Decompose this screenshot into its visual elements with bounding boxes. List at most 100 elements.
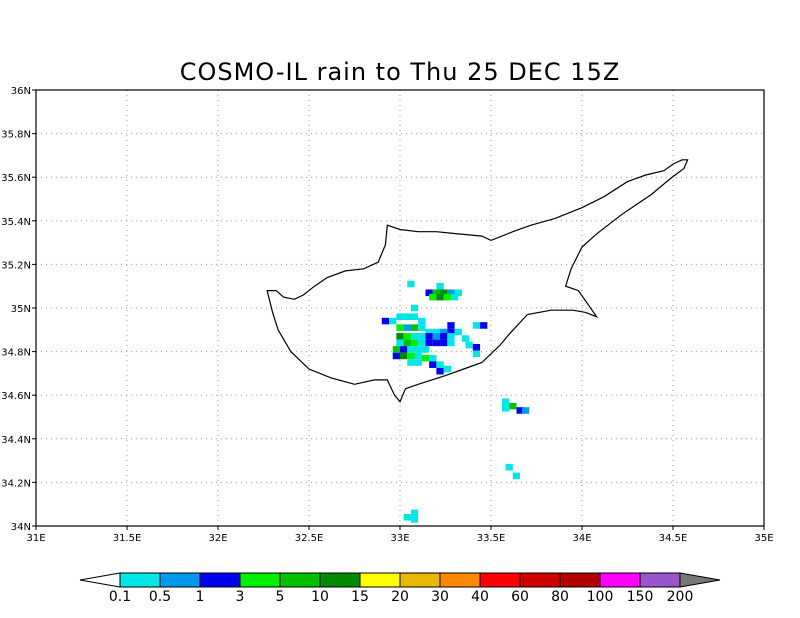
rain-cell	[421, 354, 430, 362]
colorbar-label: 10	[311, 589, 329, 605]
lat-tick-label: 34.6N	[1, 391, 31, 402]
rain-cell	[396, 324, 404, 331]
rain-cell	[454, 328, 462, 336]
colorbar-label: 5	[276, 589, 285, 605]
rain-cell	[429, 354, 437, 362]
rain-cell	[472, 350, 481, 358]
rain-cell	[410, 339, 419, 347]
colorbar-swatch	[199, 572, 241, 588]
colorbar-swatch	[599, 572, 641, 588]
rain-cell	[512, 472, 521, 480]
lat-tick-label: 35.2N	[1, 260, 31, 271]
rain-cell	[472, 343, 481, 351]
rain-cell	[509, 402, 517, 410]
lon-tick-label: 34E	[572, 533, 591, 544]
colorbar-label: 20	[391, 589, 409, 605]
rain-cell	[414, 346, 422, 353]
colorbar-swatch	[319, 572, 361, 588]
rain-cell	[516, 407, 524, 414]
rain-cell	[436, 367, 444, 375]
rain-cell	[414, 352, 422, 360]
rain-cell	[440, 289, 448, 297]
rain-cell	[447, 322, 455, 329]
colorbar-label: 60	[511, 589, 529, 605]
rain-cell	[461, 335, 470, 342]
rain-cell	[436, 293, 444, 301]
rain-cell	[381, 317, 390, 325]
lat-tick-label: 34.2N	[1, 478, 31, 489]
lat-tick-label: 35.8N	[1, 130, 31, 141]
rain-cell	[407, 352, 415, 360]
rain-cell	[418, 324, 426, 331]
rain-cell	[421, 346, 430, 353]
rain-cell	[410, 509, 419, 517]
rain-cell	[396, 313, 404, 320]
colorbar-swatch	[519, 572, 561, 588]
rain-cell	[429, 293, 437, 301]
rain-cell	[432, 289, 441, 297]
colorbar-swatch	[119, 572, 161, 588]
rain-cell	[403, 514, 411, 521]
colorbar-label: 15	[351, 589, 369, 605]
lon-tick-label: 33E	[390, 533, 409, 544]
rain-cell	[410, 324, 419, 331]
rain-cell	[403, 324, 411, 331]
rain-cell	[436, 282, 444, 290]
rain-cell	[418, 339, 426, 347]
rain-cell	[410, 516, 419, 523]
lat-tick-label: 35.6N	[1, 173, 31, 184]
lon-tick-label: 33.5E	[477, 533, 506, 544]
rain-cell	[410, 333, 419, 340]
colorbar-label: 200	[667, 589, 694, 605]
colorbar-swatch	[239, 572, 281, 588]
latitude-labels: 34N 34.2N 34.4N 34.6N 34.8N 35N 35.2N 35.4N 35.6…	[1, 86, 31, 533]
colorbar-swatch	[639, 572, 681, 588]
rain-cell	[480, 322, 488, 329]
rain-cell	[392, 352, 400, 360]
rain-cell	[389, 317, 397, 325]
rain-cell	[425, 339, 433, 347]
rain-cell	[447, 328, 455, 336]
lat-tick-label: 35N	[11, 304, 31, 315]
lat-tick-label: 34.8N	[1, 348, 31, 359]
rain-cell	[436, 361, 444, 368]
rain-cell	[465, 341, 473, 349]
colorbar-high-arrow	[679, 572, 721, 588]
colorbar-label: 0.1	[109, 589, 131, 605]
rain-cell	[392, 346, 400, 353]
colorbar-swatch	[559, 572, 601, 588]
colorbar-swatch	[399, 572, 441, 588]
rain-cell	[443, 365, 451, 373]
rain-cell	[396, 339, 404, 347]
rain-cell	[443, 293, 451, 301]
cyprus-coastline	[266, 159, 689, 403]
colorbar-low-arrow	[79, 572, 121, 588]
lat-tick-label: 34.4N	[1, 435, 31, 446]
colorbar-swatch	[479, 572, 521, 588]
rain-cell	[403, 333, 411, 340]
lat-tick-label: 35.4N	[1, 217, 31, 228]
rain-cell	[521, 407, 530, 414]
rain-cell	[407, 359, 415, 366]
longitude-labels: 31E 31.5E 32E 32.5E 33E 33.5E 34E 34.5E 35E	[26, 533, 773, 544]
rain-cell	[501, 405, 510, 412]
grid-lines	[32, 89, 765, 530]
colorbar-label: 0.5	[149, 589, 171, 605]
rain-cell	[454, 289, 462, 297]
colorbar: 0.1 0.5 1 3 5 10 15 20 30 40 60 80 100 150 200	[79, 572, 721, 605]
rain-cell	[505, 463, 513, 471]
rain-cell	[400, 346, 408, 353]
colorbar-label: 80	[551, 589, 569, 605]
map-title: COSMO-IL rain to Thu 25 DEC 15Z	[180, 58, 621, 86]
rain-cell	[429, 361, 437, 368]
colorbar-swatch	[279, 572, 321, 588]
rain-cell	[400, 352, 408, 360]
colorbar-label: 150	[627, 589, 654, 605]
lon-tick-label: 32E	[208, 533, 227, 544]
lon-tick-label: 31E	[26, 533, 45, 544]
map-frame	[35, 89, 765, 527]
colorbar-swatch	[439, 572, 481, 588]
rain-cells	[381, 280, 530, 523]
rain-cell	[410, 313, 419, 320]
